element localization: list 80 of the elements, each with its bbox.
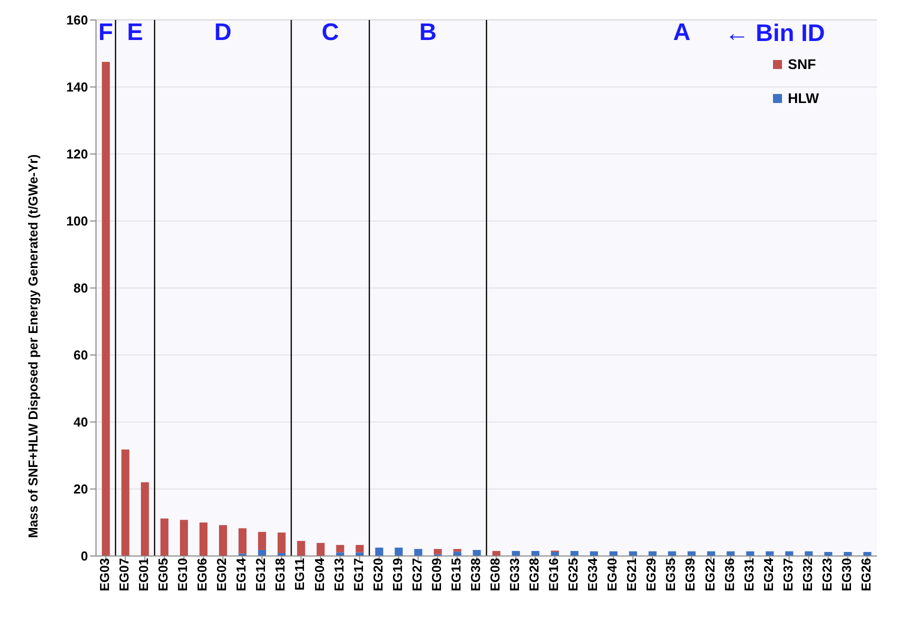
y-tick-label: 160 xyxy=(66,12,88,28)
bar xyxy=(121,449,130,556)
x-tick-label: EG12 xyxy=(253,558,268,592)
x-tick-label: EG13 xyxy=(331,558,346,592)
bar xyxy=(258,550,266,556)
bar xyxy=(180,520,188,556)
x-tick-label: EG37 xyxy=(780,558,796,592)
annotation: ← Bin ID xyxy=(724,20,826,48)
bar xyxy=(375,548,384,556)
x-tick-label: EG18 xyxy=(272,558,288,592)
x-tick-label: EG05 xyxy=(156,558,171,592)
bar xyxy=(316,542,325,556)
bar xyxy=(394,548,403,556)
legend-label: HLW xyxy=(786,90,819,106)
x-tick-label: EG20 xyxy=(370,558,386,592)
bar xyxy=(472,550,481,556)
band-label: D xyxy=(214,19,232,46)
bar xyxy=(336,544,344,552)
x-tick-label: EG28 xyxy=(526,558,542,592)
y-tick-label: 60 xyxy=(74,348,88,363)
bar xyxy=(219,525,228,556)
bar xyxy=(356,544,364,552)
bar xyxy=(258,532,266,550)
bar xyxy=(453,548,462,552)
band-label: C xyxy=(322,19,339,46)
y-tick-label: 140 xyxy=(66,80,88,95)
x-tick-label: EG26 xyxy=(858,558,874,592)
bar xyxy=(414,548,422,556)
bar xyxy=(453,552,462,556)
x-tick-label: EG04 xyxy=(312,557,327,592)
x-tick-label: EG19 xyxy=(390,558,405,592)
x-tick-label: EG15 xyxy=(448,558,464,592)
y-axis-title: Mass of SNF+HLW Disposed per Energy Generated (t/GWe-Yr) xyxy=(26,154,41,538)
x-tick-label: EG27 xyxy=(409,558,424,592)
x-tick-label: EG08 xyxy=(487,558,502,592)
x-tick-label: EG01 xyxy=(136,558,152,592)
x-tick-label: EG14 xyxy=(234,557,249,592)
x-tick-label: EG11 xyxy=(292,558,308,591)
legend-label: SNF xyxy=(786,56,817,72)
x-tick-label: EG09 xyxy=(428,558,444,592)
band-label: E xyxy=(127,19,144,46)
x-tick-label: EG29 xyxy=(644,558,659,592)
x-tick-label: EG31 xyxy=(741,558,756,592)
x-tick-label: EG23 xyxy=(819,558,834,592)
y-tick-label: 20 xyxy=(74,482,88,497)
bar xyxy=(434,548,442,554)
x-tick-label: EG02 xyxy=(214,558,230,592)
y-tick-label: 0 xyxy=(80,548,88,564)
x-tick-label: EG25 xyxy=(566,558,581,592)
y-tick-label: 80 xyxy=(74,280,88,296)
x-tick-label: EG06 xyxy=(194,558,210,592)
band-label: F xyxy=(98,19,114,46)
band-label: A xyxy=(673,19,690,46)
y-tick-label: 120 xyxy=(66,146,88,162)
x-tick-label: EG17 xyxy=(350,558,366,592)
x-tick-label: EG40 xyxy=(604,558,620,592)
x-tick-label: EG24 xyxy=(760,557,776,592)
x-tick-label: EG38 xyxy=(468,558,483,592)
x-tick-label: EG22 xyxy=(702,558,718,592)
x-tick-label: EG33 xyxy=(507,558,522,592)
x-tick-label: EG16 xyxy=(546,558,562,592)
y-tick-label: 40 xyxy=(74,414,88,430)
x-tick-label: EG03 xyxy=(96,558,112,592)
y-tick-label: 100 xyxy=(66,214,88,229)
x-tick-label: EG21 xyxy=(624,558,640,592)
x-tick-label: EG39 xyxy=(682,558,698,592)
band-label: B xyxy=(419,19,437,46)
x-tick-label: EG36 xyxy=(722,558,737,592)
bar xyxy=(278,532,286,553)
x-tick-label: EG35 xyxy=(663,558,678,592)
x-tick-label: EG32 xyxy=(800,558,815,592)
bar xyxy=(199,522,208,556)
bar xyxy=(297,540,306,556)
bar xyxy=(238,528,247,554)
x-tick-label: EG10 xyxy=(175,558,190,592)
bar xyxy=(160,518,168,556)
bar xyxy=(140,482,149,556)
x-tick-label: EG30 xyxy=(838,558,854,592)
x-tick-label: EG34 xyxy=(585,557,600,592)
x-tick-label: EG07 xyxy=(116,558,132,592)
